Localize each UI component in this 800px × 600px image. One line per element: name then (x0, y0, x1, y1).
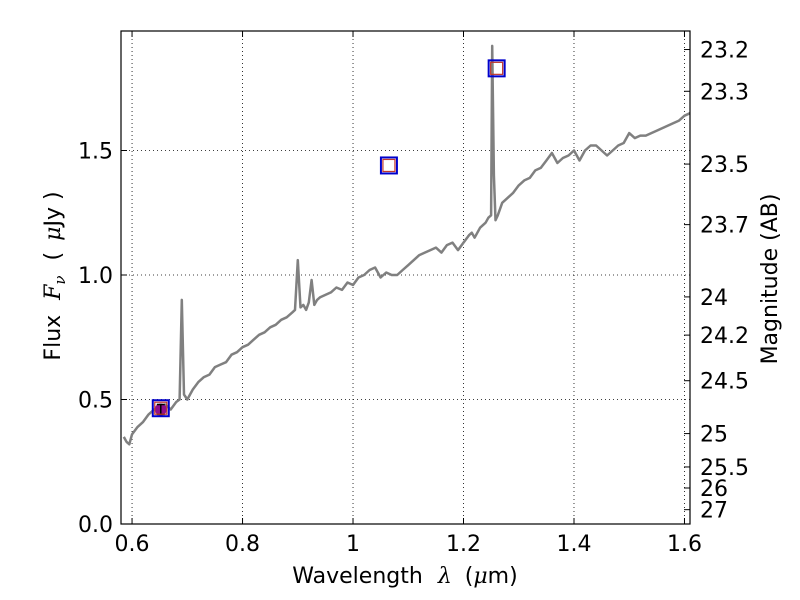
right-tick-label: 25.5 (700, 456, 749, 481)
synthetic-flux-marker (154, 401, 168, 415)
spectrum-line (122, 44, 690, 446)
data-layer (122, 44, 690, 446)
plot-area (122, 44, 690, 446)
right-tick-label: 27 (700, 499, 728, 524)
right-tick-label: 24.5 (700, 370, 749, 395)
right-tick-label: 24.2 (700, 324, 749, 349)
y-tick-label: 1.5 (78, 140, 113, 165)
synthetic-flux-marker (382, 158, 396, 173)
plot-frame (120, 30, 691, 525)
right-tick-label: 26 (700, 477, 728, 502)
synthetic-flux-marker (490, 61, 504, 75)
right-tick-label: 25 (700, 423, 728, 448)
band-marker (487, 59, 506, 78)
x-tick-label: 1.6 (667, 532, 702, 557)
right-tick-label: 23.7 (700, 214, 749, 239)
y-tick-label: 0.0 (78, 513, 113, 538)
y-tick-label: 0.5 (78, 389, 113, 414)
right-tick-label: 23.5 (700, 153, 749, 178)
x-tick-label: 1.2 (446, 532, 481, 557)
x-tick-label: 1 (346, 532, 360, 557)
x-axis-title: Wavelength λ (μm) (292, 564, 517, 589)
right-tick-label: 23.2 (700, 39, 749, 64)
y-axis-title: Flux Fν ( μJy ) (41, 191, 71, 360)
ticks: 0.6 0.8 1 1.2 1.4 1.6 0.0 0.5 1.0 1.5 23.2 23.3 23.5… (78, 31, 749, 557)
right-tick-label: 23.3 (700, 80, 749, 105)
right-tick-label: 24 (700, 286, 728, 311)
band-marker (151, 399, 170, 418)
right-axis-title: Magnitude (AB) (758, 194, 783, 365)
x-tick-label: 1.4 (556, 532, 591, 557)
y-tick-label: 1.0 (78, 264, 113, 289)
grid (121, 31, 690, 524)
x-tick-label: 0.6 (115, 532, 150, 557)
band-marker (379, 156, 398, 175)
x-tick-label: 0.8 (225, 532, 260, 557)
